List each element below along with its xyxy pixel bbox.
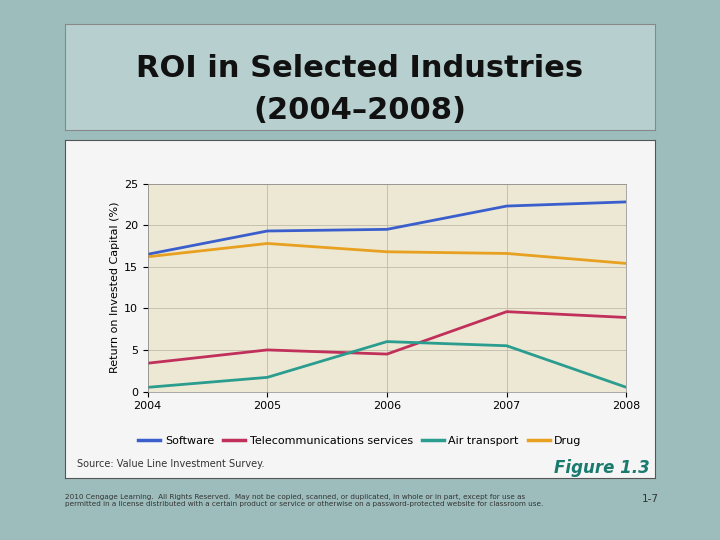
Text: Source: Value Line Investment Survey.: Source: Value Line Investment Survey.: [76, 460, 264, 469]
Text: (2004–2008): (2004–2008): [253, 96, 467, 125]
Text: 2010 Cengage Learning.  All Rights Reserved.  May not be copied, scanned, or dup: 2010 Cengage Learning. All Rights Reserv…: [65, 494, 543, 507]
Y-axis label: Return on Invested Capital (%): Return on Invested Capital (%): [109, 202, 120, 373]
Text: ROI in Selected Industries: ROI in Selected Industries: [136, 54, 584, 83]
Text: Figure 1.3: Figure 1.3: [554, 460, 649, 477]
Text: 1-7: 1-7: [642, 494, 659, 504]
Legend: Software, Telecommunications services, Air transport, Drug: Software, Telecommunications services, A…: [134, 431, 586, 450]
